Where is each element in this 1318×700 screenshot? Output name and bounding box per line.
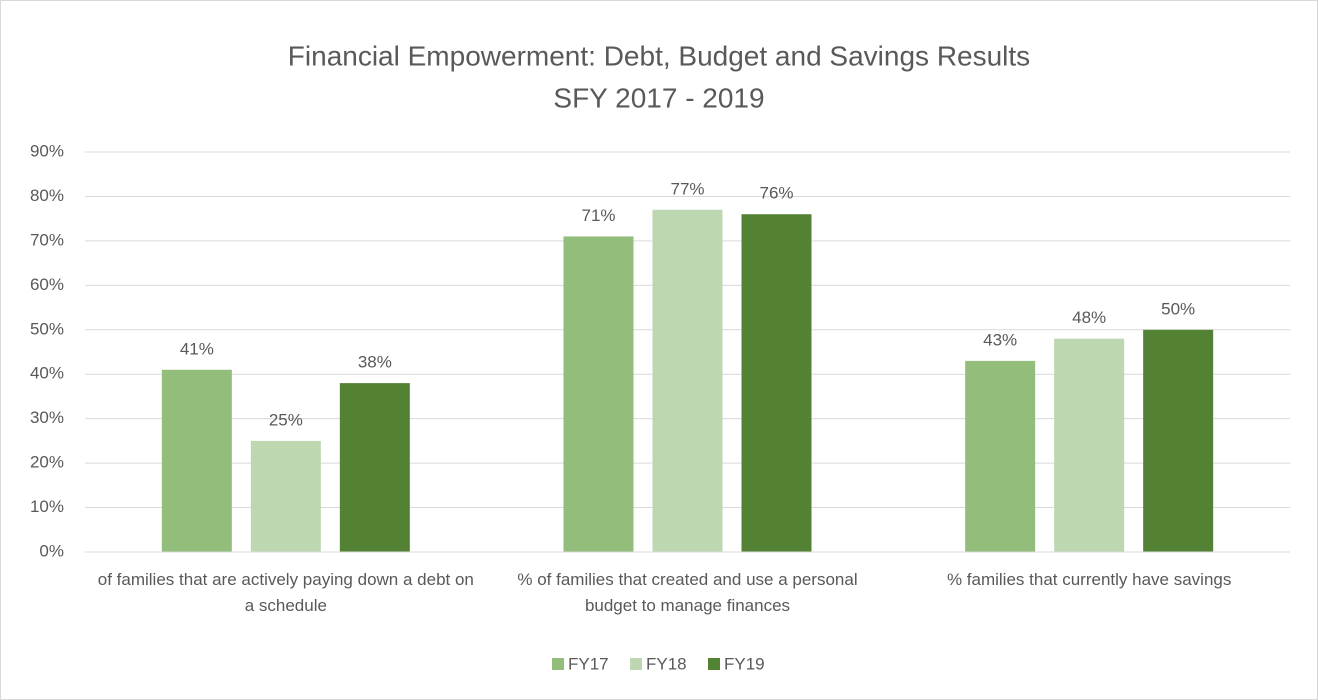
x-tick-label: % families that currently have savings	[946, 570, 1232, 589]
legend-swatch	[630, 658, 642, 670]
chart-title: Financial Empowerment: Debt, Budget and …	[288, 40, 1030, 71]
legend-label: FY19	[724, 654, 765, 673]
value-label: 43%	[983, 330, 1017, 349]
value-label: 41%	[180, 339, 214, 358]
y-tick-label: 70%	[30, 230, 64, 249]
chart-subtitle: SFY 2017 - 2019	[553, 82, 764, 113]
value-label: 71%	[581, 206, 615, 225]
legend-swatch	[708, 658, 720, 670]
legend-swatch	[552, 658, 564, 670]
bar	[965, 360, 1036, 552]
bar	[339, 383, 410, 552]
value-label: 25%	[269, 410, 303, 429]
y-tick-label: 50%	[30, 319, 64, 338]
bar	[741, 214, 812, 552]
bar	[563, 236, 634, 552]
value-label: 50%	[1161, 299, 1195, 318]
bar	[250, 440, 321, 552]
legend-label: FY17	[568, 654, 609, 673]
y-tick-label: 10%	[30, 497, 64, 516]
x-tick-label: of families that are actively paying dow…	[97, 570, 474, 615]
value-label: 76%	[759, 184, 793, 203]
bar	[652, 209, 723, 552]
bar	[161, 369, 232, 552]
value-label: 77%	[670, 179, 704, 198]
y-tick-label: 40%	[30, 364, 64, 383]
x-tick-label: % of families that created and use a per…	[517, 570, 858, 615]
y-tick-label: 90%	[30, 141, 64, 160]
y-tick-label: 20%	[30, 453, 64, 472]
value-label: 48%	[1072, 308, 1106, 327]
bar	[1054, 338, 1125, 552]
y-tick-label: 0%	[39, 541, 64, 560]
y-tick-label: 60%	[30, 275, 64, 294]
y-tick-label: 80%	[30, 186, 64, 205]
legend-label: FY18	[646, 654, 687, 673]
bar	[1143, 329, 1214, 552]
y-tick-label: 30%	[30, 408, 64, 427]
value-label: 38%	[358, 353, 392, 372]
